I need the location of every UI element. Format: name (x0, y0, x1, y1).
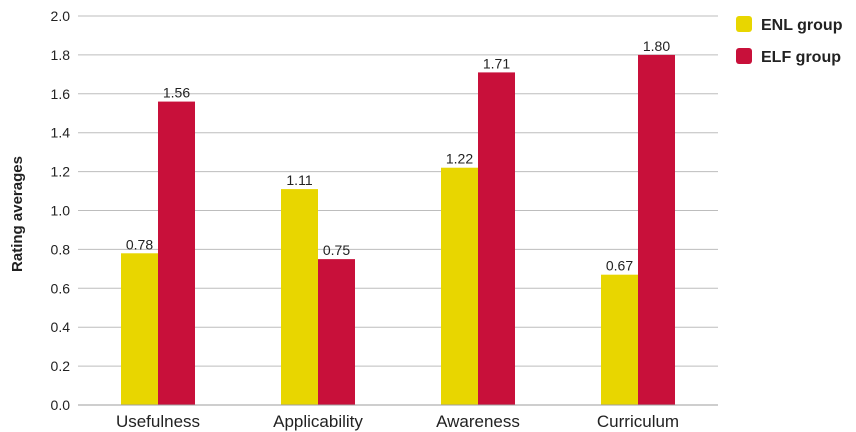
y-tick-label: 1.6 (51, 86, 71, 102)
y-axis-title: Rating averages (9, 156, 26, 272)
x-tick-label: Usefulness (116, 412, 200, 431)
y-tick-label: 2.0 (51, 8, 71, 24)
axis-layer: 0.0 0.2 0.4 0.6 0.8 1.0 1.2 1.4 1.6 1.8 2.0 Usefuln… (51, 8, 718, 431)
bar-enl-group (441, 167, 478, 405)
y-tick-label: 1.8 (51, 47, 71, 63)
bars-layer (121, 54, 675, 406)
data-label: 1.11 (286, 172, 312, 188)
legend-swatch (736, 48, 752, 64)
y-tick-label: 0.2 (51, 358, 71, 374)
data-label: 1.22 (446, 151, 473, 167)
y-tick-label: 0.0 (51, 397, 71, 413)
data-label: 0.67 (606, 258, 633, 274)
x-tick-label: Awareness (436, 412, 520, 431)
bar-elf-group (158, 101, 195, 405)
bar-elf-group (478, 72, 515, 405)
y-tick-label: 1.0 (51, 203, 71, 219)
data-label: 1.56 (163, 85, 190, 101)
y-tick-label: 0.4 (51, 319, 71, 335)
y-tick-label: 0.6 (51, 280, 71, 296)
data-label: 0.75 (323, 242, 350, 258)
y-tick-label: 1.4 (51, 125, 71, 141)
bar-enl-group (281, 189, 318, 405)
x-tick-label: Curriculum (597, 412, 679, 431)
labels-layer: 0.78 1.56 1.11 0.75 1.22 1.71 0.67 1.80 (126, 38, 670, 274)
bar-enl-group (601, 274, 638, 405)
bar-enl-group (121, 253, 158, 405)
data-label: 1.80 (643, 38, 670, 54)
bar-elf-group (638, 54, 675, 406)
x-tick-label: Applicability (273, 412, 363, 431)
legend-swatch (736, 16, 752, 32)
data-label: 0.78 (126, 236, 153, 252)
bar-elf-group (318, 259, 355, 405)
legend-label: ELF group (761, 49, 841, 66)
data-label: 1.71 (483, 55, 510, 71)
legend: ENL group ELF group (736, 16, 843, 66)
y-tick-label: 0.8 (51, 241, 71, 257)
legend-label: ENL group (761, 17, 843, 34)
y-tick-label: 1.2 (51, 164, 71, 180)
